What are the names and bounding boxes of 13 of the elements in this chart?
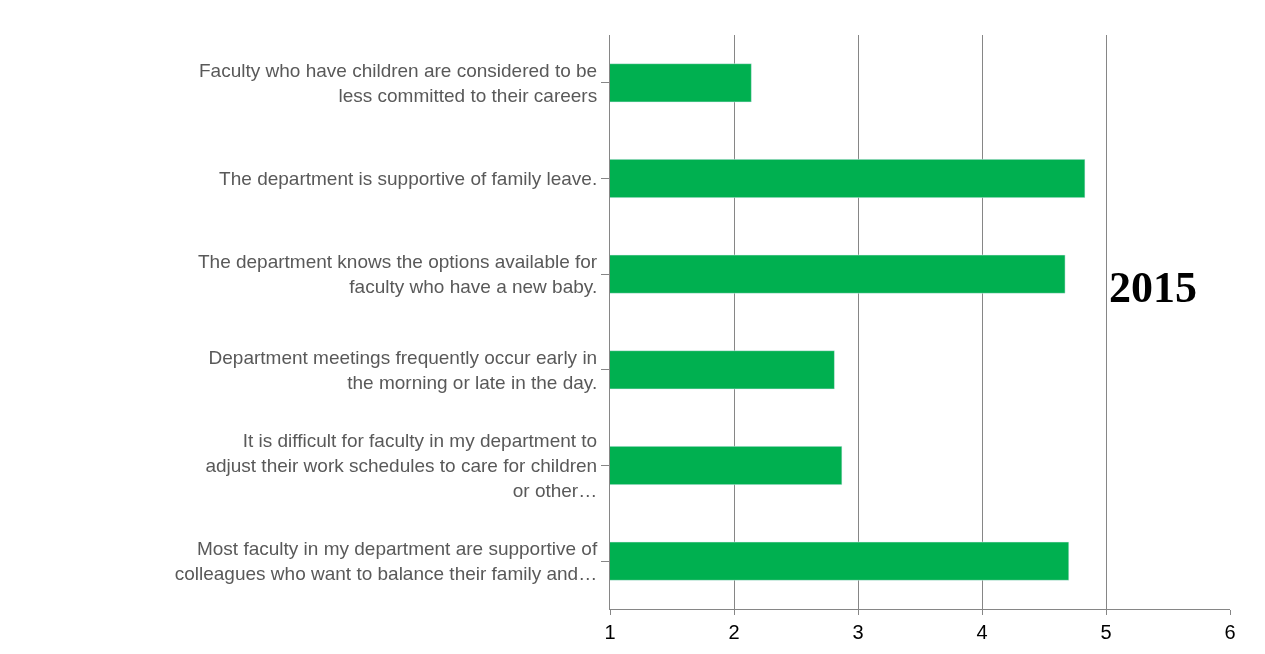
x-tick-label: 6 [1224,621,1236,643]
y-tick-label: The department knows the options available for faculty who have a new baby. [197,251,598,298]
x-tick-label: 2 [728,621,740,643]
x-tick-label: 3 [852,621,864,643]
y-tick-label: Department meetings frequently occur early in the morning or late in the day. [208,347,598,393]
y-tick-label: It is difficult for faculty in my department to adjust their work schedules to care for children or other… [205,430,598,501]
y-tick-label: Faculty who have children are considered to be less committed to their careers [199,60,598,106]
y-tick-label: Most faculty in my department are supportive of colleagues who want to balance their family and… [174,538,598,585]
x-tick-label: 4 [976,621,988,643]
annotation: 2015 [1109,263,1197,312]
x-tick-label: 1 [604,621,616,643]
x-tick-label: 5 [1100,621,1112,643]
y-tick-label: The department is supportive of family leave. [219,168,598,190]
